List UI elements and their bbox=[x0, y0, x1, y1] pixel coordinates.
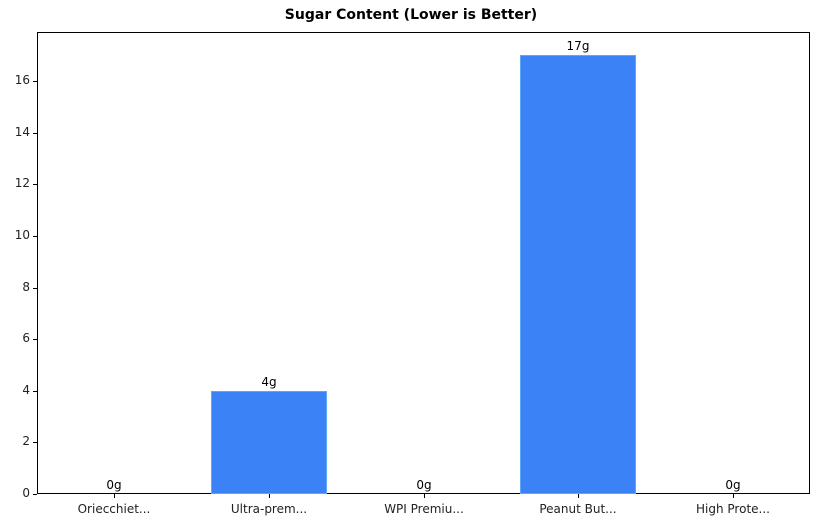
y-tick-mark bbox=[33, 288, 37, 289]
bar-value-label: 0g bbox=[725, 478, 741, 492]
x-tick-label: WPI Premiu... bbox=[384, 502, 464, 516]
y-tick-mark bbox=[33, 236, 37, 237]
y-tick-label: 6 bbox=[22, 331, 30, 345]
y-tick-label: 2 bbox=[22, 434, 30, 448]
bar-value-label: 0g bbox=[106, 478, 122, 492]
y-tick-label: 16 bbox=[14, 73, 30, 87]
x-tick-mark bbox=[578, 494, 579, 498]
x-tick-label: High Prote... bbox=[696, 502, 770, 516]
x-tick-mark bbox=[269, 494, 270, 498]
y-tick-label: 4 bbox=[22, 383, 30, 397]
bar bbox=[520, 55, 636, 494]
y-tick-label: 14 bbox=[14, 125, 30, 139]
chart-title: Sugar Content (Lower is Better) bbox=[284, 7, 538, 23]
x-tick-label: Ultra-prem... bbox=[230, 502, 308, 516]
x-tick-mark bbox=[424, 494, 425, 498]
x-tick-mark bbox=[733, 494, 734, 498]
y-tick-mark bbox=[33, 81, 37, 82]
x-tick-label: Peanut But... bbox=[539, 502, 617, 516]
bar-value-label: 0g bbox=[416, 478, 432, 492]
y-tick-label: 12 bbox=[14, 176, 30, 190]
bar-value-label: 17g bbox=[566, 39, 590, 53]
y-tick-mark bbox=[33, 339, 37, 340]
bar bbox=[211, 391, 327, 494]
x-tick-mark bbox=[114, 494, 115, 498]
x-tick-label: Oriecchiet... bbox=[77, 502, 151, 516]
y-tick-mark bbox=[33, 391, 37, 392]
y-tick-mark bbox=[33, 133, 37, 134]
y-tick-mark bbox=[33, 494, 37, 495]
y-tick-label: 10 bbox=[14, 228, 30, 242]
y-tick-label: 0 bbox=[22, 486, 30, 500]
y-tick-mark bbox=[33, 184, 37, 185]
y-tick-label: 8 bbox=[22, 280, 30, 294]
plot-area bbox=[37, 32, 810, 494]
y-tick-mark bbox=[33, 442, 37, 443]
bar-value-label: 4g bbox=[261, 375, 277, 389]
